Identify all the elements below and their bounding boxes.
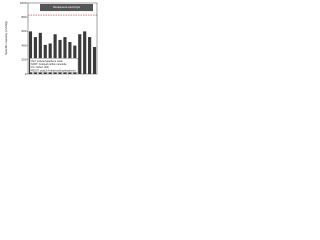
bar [63,37,67,74]
legend-note: CC: carbon cloth [31,66,49,69]
y-tick-label: 600 [21,29,26,33]
bar [92,47,97,74]
bar [88,37,92,74]
legend-note: NCNT: N-doped carbon nanotube [31,63,67,66]
y-axis-label: Specific capacity (mAh/g) [4,21,8,55]
bar [58,39,62,74]
y-tick-label: 0 [25,72,27,76]
legend-note: rGO: reduced graphene oxide [31,60,63,63]
bar [28,31,33,74]
y-tick-label: 800 [21,15,26,19]
chart: Specific capacity (mAh/g) 0 200 400 600 800 1… [4,1,98,76]
y-tick-label: 400 [21,43,26,47]
bar [53,34,57,74]
annotation: Nonaqueous electrolyte [53,5,81,9]
y-tick-label: 1000 [20,1,27,5]
y-tick-label: 200 [21,58,26,62]
bar [78,34,82,74]
bar [38,32,42,74]
bar [33,37,37,74]
legend-note: PEDOT: poly(3,4-ethylenedioxythiophene) [31,69,76,72]
bar [68,42,72,74]
legend-box [29,58,79,73]
annotation-box [40,4,93,12]
bar [83,31,87,74]
